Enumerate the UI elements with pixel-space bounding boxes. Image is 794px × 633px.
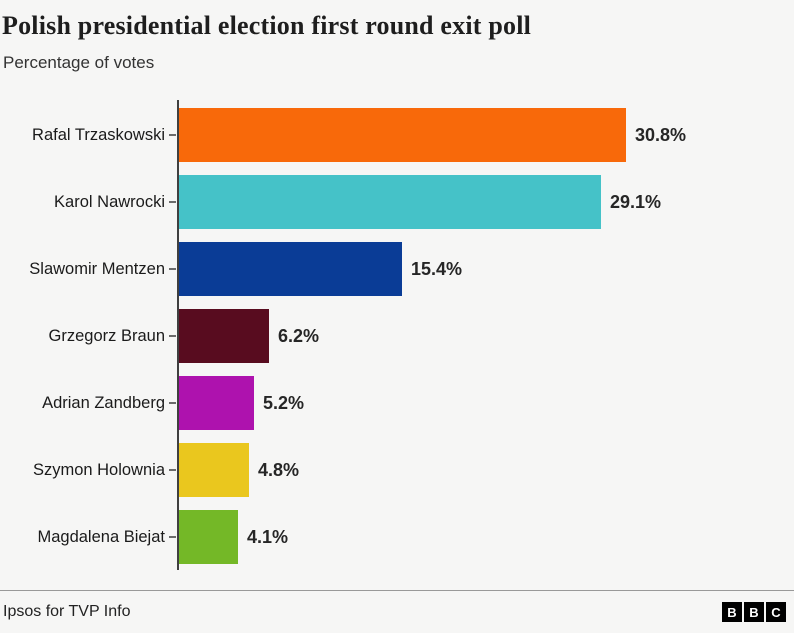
axis-tick — [169, 469, 176, 471]
category-label: Szymon Holownia — [32, 460, 165, 479]
value-label: 30.8% — [635, 124, 687, 145]
bar-row: Adrian Zandberg 5.2% — [0, 376, 794, 430]
bar-row: Szymon Holownia 4.8% — [0, 443, 794, 497]
bar-area: 5.2% — [179, 376, 794, 430]
category-label: Grzegorz Braun — [48, 326, 165, 345]
axis-tick — [169, 335, 176, 337]
category-label: Rafal Trzaskowski — [32, 125, 165, 144]
bar — [179, 376, 254, 430]
value-label: 29.1% — [610, 191, 662, 212]
value-label: 4.8% — [258, 459, 300, 480]
source-attribution: Ipsos for TVP Info — [3, 603, 131, 620]
bar-area: 15.4% — [179, 242, 794, 296]
bar-area: 29.1% — [179, 175, 794, 229]
category-label: Adrian Zandberg — [42, 393, 165, 412]
bar-chart: Rafal Trzaskowski 30.8% Karol Nawrocki 2… — [0, 108, 794, 564]
bar — [179, 510, 238, 564]
y-axis-line — [177, 100, 179, 570]
bar — [179, 242, 402, 296]
bar-row: Rafal Trzaskowski 30.8% — [0, 108, 794, 162]
value-label: 4.1% — [247, 526, 289, 547]
bar — [179, 309, 269, 363]
bar-area: 4.8% — [179, 443, 794, 497]
category-label: Magdalena Biejat — [37, 527, 165, 546]
category-label: Slawomir Mentzen — [29, 259, 165, 278]
axis-tick — [169, 268, 176, 270]
category-label: Karol Nawrocki — [54, 192, 165, 211]
value-label: 15.4% — [411, 258, 463, 279]
logo-letter-block: B — [744, 602, 764, 622]
axis-tick — [169, 402, 176, 404]
bar — [179, 443, 249, 497]
value-label: 5.2% — [263, 392, 305, 413]
value-label: 6.2% — [278, 325, 320, 346]
bar-area: 4.1% — [179, 510, 794, 564]
bar-area: 6.2% — [179, 309, 794, 363]
bar-row: Karol Nawrocki 29.1% — [0, 175, 794, 229]
logo-letter-block: C — [766, 602, 786, 622]
bar — [179, 108, 626, 162]
logo-letter-block: B — [722, 602, 742, 622]
axis-tick — [169, 536, 176, 538]
chart-subtitle: Percentage of votes — [3, 53, 155, 72]
bar-row: Slawomir Mentzen 15.4% — [0, 242, 794, 296]
bar-row: Magdalena Biejat 4.1% — [0, 510, 794, 564]
bar-row: Grzegorz Braun 6.2% — [0, 309, 794, 363]
axis-tick — [169, 201, 176, 203]
bar-area: 30.8% — [179, 108, 794, 162]
chart-title: Polish presidential election first round… — [2, 11, 532, 40]
axis-tick — [169, 134, 176, 136]
bar — [179, 175, 601, 229]
